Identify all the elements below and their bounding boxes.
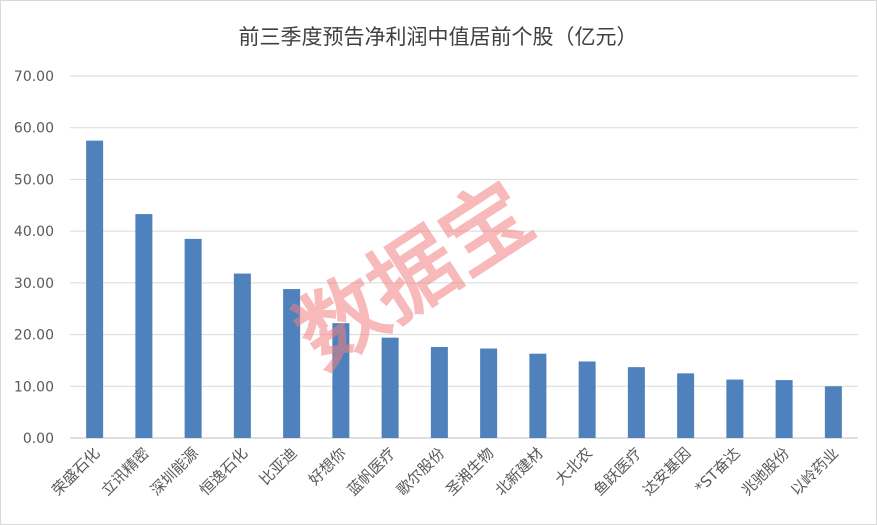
- chart-title: 前三季度预告净利润中值居前个股（亿元）: [239, 25, 638, 49]
- x-tick-label: 以岭药业: [787, 444, 842, 499]
- bar-11: [578, 361, 596, 438]
- bar-13: [677, 373, 695, 438]
- y-tick-label: 50.00: [14, 172, 54, 188]
- x-tick-label: 立讯精密: [98, 444, 153, 499]
- bar-3: [184, 238, 202, 438]
- y-tick-label: 30.00: [14, 276, 54, 292]
- y-tick-label: 60.00: [14, 121, 54, 137]
- y-tick-label: 10.00: [14, 379, 54, 395]
- bar-8: [430, 346, 448, 438]
- bar-12: [627, 367, 645, 438]
- x-tick-label: 兆驰股份: [738, 444, 793, 499]
- y-tick-label: 70.00: [14, 69, 54, 85]
- x-tick-label: 大北农: [551, 444, 596, 489]
- bar-1: [86, 140, 104, 438]
- x-tick-label: 荣盛石化: [48, 444, 103, 499]
- x-tick-label: 恒逸石化: [196, 444, 251, 499]
- y-tick-label: 40.00: [14, 224, 54, 240]
- bar-5: [283, 289, 301, 438]
- bar-15: [775, 380, 793, 438]
- y-tick-label: 0.00: [23, 431, 54, 447]
- bar-7: [381, 337, 399, 438]
- x-tick-label: 比亚迪: [256, 444, 301, 489]
- x-tick-label: 好想你: [305, 444, 350, 489]
- x-tick-label: 北新建材: [492, 444, 547, 499]
- x-tick-label: 达安基因: [639, 444, 694, 499]
- bar-4: [233, 273, 251, 438]
- bar-2: [135, 214, 153, 438]
- y-axis-tick-labels: 0.00 10.00 20.00 30.00 40.00 50.00 60.00 70.00: [14, 69, 54, 447]
- x-tick-label: 鱼跃医疗: [590, 444, 645, 499]
- bars: [86, 140, 842, 438]
- bar-9: [480, 348, 498, 438]
- x-tick-label: 歌尔股份: [393, 444, 448, 499]
- x-tick-label: 圣湘生物: [442, 444, 497, 499]
- bar-10: [529, 353, 547, 438]
- bar-16: [824, 386, 842, 438]
- x-tick-label: 蓝帆医疗: [344, 444, 399, 499]
- y-tick-label: 20.00: [14, 328, 54, 344]
- x-tick-label: 深圳能源: [147, 444, 202, 499]
- bar-6: [332, 323, 350, 438]
- x-tick-label: *ST奋达: [691, 444, 743, 496]
- bar-14: [726, 379, 744, 438]
